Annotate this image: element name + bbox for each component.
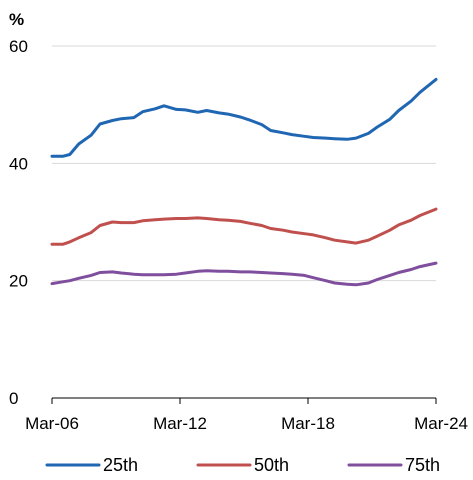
legend-label: 75th xyxy=(405,455,440,475)
y-axis-unit-label: % xyxy=(9,10,24,29)
x-axis xyxy=(51,397,437,404)
legend: 25th 50th 75th xyxy=(45,455,440,475)
legend-item-25th: 25th xyxy=(45,455,138,475)
legend-item-75th: 75th xyxy=(347,455,440,475)
y-tick-label: 40 xyxy=(9,154,28,173)
series-line-75th xyxy=(50,261,438,287)
series-line-25th xyxy=(50,77,438,158)
series-line-50th xyxy=(50,207,438,246)
y-tick-label: 0 xyxy=(9,389,18,408)
legend-label: 50th xyxy=(254,455,289,475)
y-axis-tick-labels: 0 20 40 60 xyxy=(9,37,28,408)
gridlines xyxy=(52,45,436,282)
x-tick-label: Mar-18 xyxy=(281,414,335,433)
y-tick-label: 60 xyxy=(9,37,28,56)
x-axis-tick-labels: Mar-06 Mar-12 Mar-18 Mar-24 xyxy=(25,414,468,433)
legend-label: 25th xyxy=(103,455,138,475)
x-tick-label: Mar-24 xyxy=(414,414,468,433)
legend-item-50th: 50th xyxy=(196,455,289,475)
y-tick-label: 20 xyxy=(9,272,28,291)
x-tick-label: Mar-06 xyxy=(25,414,79,433)
series-lines xyxy=(50,77,438,287)
x-tick-label: Mar-12 xyxy=(153,414,207,433)
